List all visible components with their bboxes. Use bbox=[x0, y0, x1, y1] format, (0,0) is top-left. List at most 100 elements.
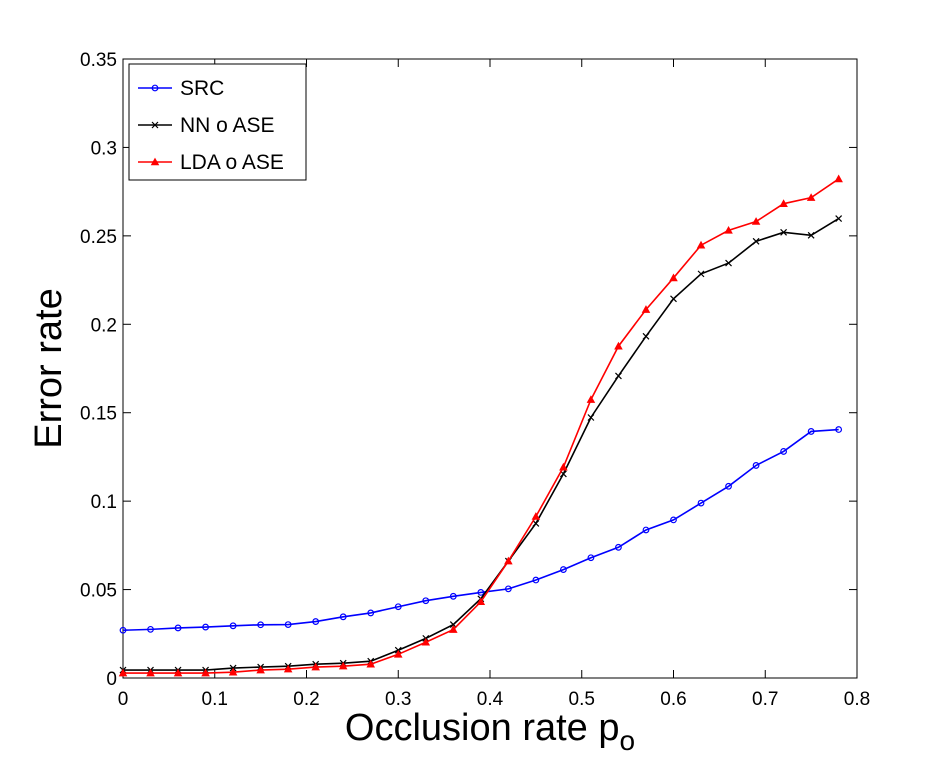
data-point-lda-o-ase bbox=[256, 665, 265, 674]
data-point-nn-o-ase bbox=[697, 270, 705, 278]
data-point-lda-o-ase bbox=[614, 341, 623, 350]
y-tick-label: 0.1 bbox=[91, 492, 117, 513]
data-point-lda-o-ase bbox=[779, 199, 788, 207]
data-point-lda-o-ase bbox=[283, 664, 293, 673]
data-point-lda-o-ase bbox=[118, 668, 128, 677]
x-axis-title-main: Occlusion rate p bbox=[345, 707, 620, 749]
data-point-src bbox=[339, 613, 347, 621]
x-tick-label: 0.8 bbox=[844, 689, 870, 710]
legend-item-src: SRC bbox=[138, 77, 224, 100]
plot-area: 0 0.1 0.2 0.3 0.4 0.5 0.6 0.7 0.8 0 0.05 0.1 0.15 0.2… bbox=[80, 50, 870, 710]
x-tick-label: 0.3 bbox=[385, 689, 411, 710]
legend-label-src: SRC bbox=[180, 77, 224, 100]
data-point-src bbox=[697, 499, 705, 507]
axis-tick-labels: 0 0.1 0.2 0.3 0.4 0.5 0.6 0.7 0.8 0 0.05 0.1 0.15 0.2… bbox=[80, 50, 870, 710]
data-point-src bbox=[532, 576, 540, 584]
data-point-src bbox=[560, 566, 567, 573]
data-point-src bbox=[257, 621, 265, 629]
data-point-src bbox=[752, 462, 760, 469]
data-point-src bbox=[449, 592, 457, 600]
x-tick-label: 0.4 bbox=[477, 689, 504, 710]
data-point-lda-o-ase bbox=[531, 512, 541, 520]
x-axis-title: Occlusion rate po bbox=[345, 707, 635, 756]
x-tick-label: 0.6 bbox=[660, 689, 686, 710]
legend-box bbox=[128, 63, 307, 181]
data-point-src bbox=[119, 626, 127, 634]
data-point-lda-o-ase bbox=[146, 668, 155, 677]
data-point-src bbox=[587, 554, 595, 562]
legend-marker-nn-o-ase bbox=[151, 121, 159, 129]
data-point-src bbox=[807, 428, 815, 435]
data-point-lda-o-ase bbox=[421, 637, 431, 646]
data-point-src bbox=[504, 585, 512, 593]
y-tick-label: 0.3 bbox=[91, 138, 117, 159]
data-point-lda-o-ase bbox=[834, 174, 843, 183]
data-point-lda-o-ase bbox=[696, 240, 706, 249]
data-point-nn-o-ase bbox=[725, 259, 732, 267]
data-point-src bbox=[477, 589, 485, 596]
data-point-lda-o-ase bbox=[228, 667, 238, 676]
y-tick-label: 0.2 bbox=[91, 315, 117, 336]
data-point-lda-o-ase bbox=[311, 662, 320, 671]
x-tick-label: 0.1 bbox=[202, 689, 228, 710]
data-point-lda-o-ase bbox=[586, 395, 596, 403]
data-point-src bbox=[725, 482, 732, 490]
data-point-lda-o-ase bbox=[559, 462, 568, 471]
data-point-src bbox=[147, 625, 154, 633]
legend-label-nn-o-ase: NN o ASE bbox=[180, 114, 275, 137]
data-point-lda-o-ase bbox=[449, 625, 458, 633]
legend-marker-lda-o-ase bbox=[150, 157, 160, 166]
series-src bbox=[119, 426, 843, 634]
data-point-nn-o-ase bbox=[532, 520, 540, 527]
data-point-src bbox=[312, 618, 320, 625]
legend-item-lda-o-ase: LDA o ASE bbox=[138, 151, 284, 174]
data-point-lda-o-ase bbox=[724, 225, 733, 234]
data-point-nn-o-ase bbox=[642, 332, 650, 340]
data-point-src bbox=[284, 621, 292, 628]
data-point-src bbox=[835, 426, 843, 433]
data-point-src bbox=[422, 597, 430, 605]
series-line-src bbox=[122, 428, 839, 632]
data-point-lda-o-ase bbox=[751, 217, 761, 225]
data-point-lda-o-ase bbox=[806, 193, 816, 201]
data-point-nn-o-ase bbox=[587, 414, 595, 421]
x-tick-label: 0.5 bbox=[569, 689, 595, 710]
data-point-nn-o-ase bbox=[780, 228, 788, 236]
data-point-lda-o-ase bbox=[669, 273, 678, 282]
legend-label-lda-o-ase: LDA o ASE bbox=[180, 151, 284, 174]
x-tick-label: 0.2 bbox=[293, 689, 319, 710]
legend-item-nn-o-ase: NN o ASE bbox=[138, 114, 275, 137]
y-tick-label: 0.05 bbox=[80, 581, 117, 602]
data-point-src bbox=[394, 603, 402, 611]
data-point-src bbox=[174, 624, 182, 632]
data-point-nn-o-ase bbox=[615, 372, 622, 380]
y-tick-label: 0.35 bbox=[80, 50, 117, 71]
data-point-src bbox=[780, 448, 787, 455]
data-point-lda-o-ase bbox=[173, 668, 183, 677]
legend-marker-src bbox=[151, 84, 159, 92]
data-point-src bbox=[202, 623, 209, 631]
x-tick-label: 0.7 bbox=[752, 689, 778, 710]
data-point-lda-o-ase bbox=[338, 661, 348, 670]
data-point-src bbox=[367, 609, 375, 617]
data-point-nn-o-ase bbox=[670, 295, 677, 303]
data-point-nn-o-ase bbox=[807, 231, 815, 239]
y-tick-label: 0.15 bbox=[80, 404, 117, 425]
data-point-lda-o-ase bbox=[504, 556, 513, 565]
legend-items: SRC NN o ASE LDA o ASE bbox=[138, 77, 284, 174]
y-axis-title: Error rate bbox=[28, 288, 70, 448]
legend: SRC NN o ASE LDA o ASE bbox=[128, 63, 307, 181]
data-point-src bbox=[615, 543, 622, 551]
y-tick-label: 0.25 bbox=[80, 227, 117, 248]
data-point-lda-o-ase bbox=[366, 659, 376, 668]
y-tick-label: 0 bbox=[106, 669, 117, 690]
series-lda-o-ase bbox=[118, 174, 843, 677]
x-axis-title-subscript: o bbox=[620, 725, 636, 756]
data-point-src bbox=[229, 622, 237, 630]
data-point-lda-o-ase bbox=[393, 649, 403, 658]
data-point-lda-o-ase bbox=[476, 597, 486, 606]
data-point-src bbox=[670, 516, 677, 524]
data-point-lda-o-ase bbox=[201, 668, 210, 677]
data-point-src bbox=[642, 526, 650, 534]
data-point-lda-o-ase bbox=[641, 305, 651, 313]
